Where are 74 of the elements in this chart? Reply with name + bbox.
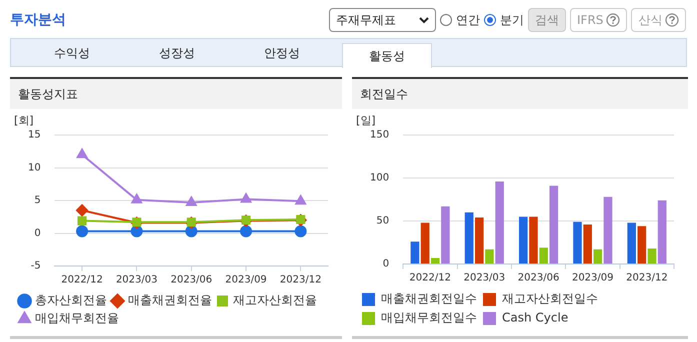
x-tick-label: 2023/09 (572, 272, 614, 284)
bar (495, 181, 504, 264)
x-tick-label: 2022/12 (61, 274, 103, 286)
x-tick-label: 2023/03 (116, 274, 158, 286)
legend-label: 재고자산회전일수 (502, 292, 598, 306)
bar (593, 249, 602, 264)
y-tick-label: 50 (376, 216, 390, 227)
bar (474, 218, 484, 264)
bar (485, 249, 494, 264)
point (186, 196, 197, 206)
x-tick-label: 2023/09 (225, 274, 267, 286)
bar (420, 222, 430, 264)
y-tick-label: 100 (370, 172, 390, 184)
text: 주재무제표 (329, 8, 436, 32)
bar (430, 258, 440, 264)
bar (638, 226, 646, 264)
text: 활동성 (342, 43, 432, 68)
legend-label: Cash Cycle (502, 310, 568, 325)
point (76, 148, 88, 158)
text: 산식 (631, 8, 686, 32)
text: 분기 (500, 12, 524, 28)
bar (573, 222, 582, 264)
y-tick-label: 15 (28, 130, 41, 141)
legend-label: 총자산회전율 (35, 293, 107, 308)
x-tick-label: 2023/06 (170, 274, 212, 286)
x-tick-label: 2023/12 (280, 274, 322, 286)
text: 검색 (528, 8, 566, 32)
bar (549, 186, 558, 264)
point (240, 193, 252, 203)
x-tick-label: 2023/12 (626, 272, 668, 284)
text: 안정성 (263, 44, 301, 62)
y-tick-label: 10 (28, 162, 41, 174)
bar (583, 224, 592, 264)
bar (604, 196, 612, 264)
legend-label: 매입채무회전율 (35, 311, 119, 326)
bar (648, 248, 656, 264)
text: 수익성 (53, 44, 91, 62)
bar (627, 222, 636, 264)
bar (464, 212, 474, 264)
legend-label: 매출채권회전일수 (381, 292, 477, 306)
y-tick-label: 5 (34, 195, 41, 206)
y-tick-label: -5 (30, 260, 41, 272)
chart-title: 회전일수 (352, 79, 688, 109)
y-tick-label: 0 (382, 258, 390, 270)
bar (529, 216, 538, 264)
y-tick-label: 0 (34, 228, 41, 239)
y-axis-title: [일] (356, 114, 376, 127)
bar (658, 200, 666, 264)
point (294, 225, 307, 238)
point (76, 204, 88, 216)
bar (539, 248, 548, 264)
bar (441, 206, 450, 264)
legend-label: 매출채권회전율 (128, 293, 212, 308)
legend-label: 재고자산회전율 (233, 293, 317, 308)
point (76, 225, 88, 238)
point (240, 225, 252, 238)
point (78, 216, 87, 226)
text: IFRS (570, 8, 628, 32)
bar (410, 242, 420, 264)
point (185, 225, 198, 238)
text: 연간 (456, 12, 480, 28)
x-tick-label: 2023/06 (518, 272, 560, 284)
y-tick-label: 150 (370, 130, 390, 141)
text: 성장성 (158, 44, 196, 62)
x-tick-label: 2022/12 (409, 272, 451, 284)
text: 투자분석 (10, 11, 66, 29)
point (295, 195, 306, 205)
x-tick-label: 2023/03 (464, 272, 506, 284)
bar (518, 216, 528, 264)
y-axis-title: [회] (14, 114, 34, 127)
point (131, 194, 142, 204)
chart-title: 활동성지표 (10, 79, 342, 109)
legend-label: 매입채무회전일수 (381, 310, 477, 325)
point (130, 225, 143, 238)
